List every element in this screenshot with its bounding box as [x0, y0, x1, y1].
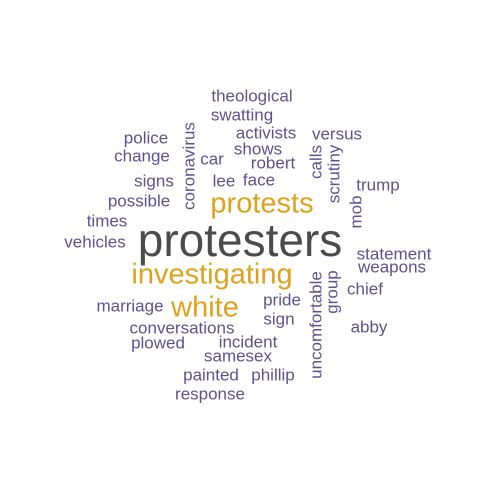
word-trump: trump [356, 175, 400, 195]
word-swatting: swatting [210, 105, 274, 125]
word-plowed: plowed [131, 333, 185, 353]
word-signs: signs [134, 171, 174, 191]
word-statement: statement [356, 244, 432, 264]
word-white: white [171, 291, 239, 324]
word-weapons: weapons [357, 257, 427, 277]
word-pride: pride [263, 290, 301, 310]
word-mob: mob [346, 195, 366, 229]
word-investigating: investigating [131, 258, 293, 291]
word-phillip: phillip [251, 365, 295, 385]
word-activists: activists [235, 123, 297, 143]
word-calls: calls [306, 144, 326, 180]
word-police: police [123, 128, 169, 148]
word-chief: chief [347, 279, 383, 299]
word-vehicles: vehicles [64, 232, 126, 252]
word-theological: theological [211, 86, 293, 106]
word-samesex: samesex [203, 346, 273, 366]
word-times: times [86, 211, 128, 231]
word-sign: sign [263, 309, 295, 329]
word-marriage: marriage [96, 296, 164, 316]
word-lee: lee [212, 171, 236, 191]
word-protests: protests [210, 187, 314, 220]
word-abby: abby [350, 317, 388, 337]
word-face: face [242, 170, 276, 190]
word-scrutiny: scrutiny [324, 144, 344, 204]
word-robert: robert [250, 153, 296, 173]
word-versus: versus [311, 124, 363, 144]
word-change: change [114, 146, 170, 166]
word-conversations: conversations [129, 318, 235, 338]
word-group: group [322, 270, 342, 314]
word-shows: shows [233, 139, 283, 159]
word-possible: possible [107, 191, 171, 211]
word-protesters: protesters [137, 214, 343, 266]
word-car: car [200, 149, 224, 169]
word-incident: incident [218, 332, 278, 352]
word-coronavirus: coronavirus [179, 122, 199, 210]
word-painted: painted [183, 365, 239, 385]
word-response: response [175, 384, 245, 404]
